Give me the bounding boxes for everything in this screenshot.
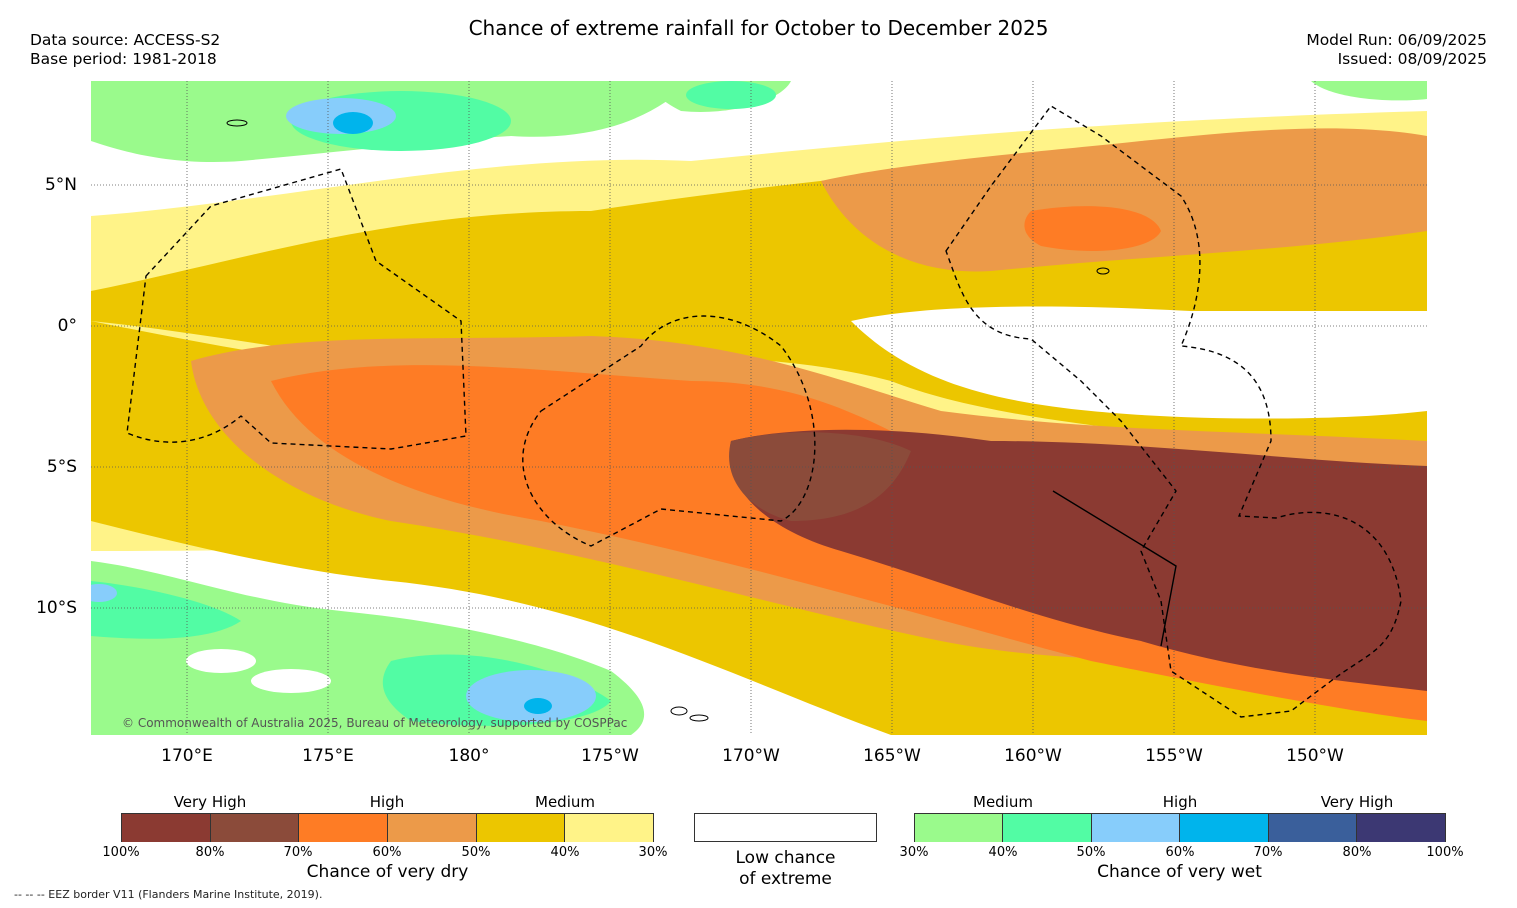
dry-legend-title: Chance of very dry — [306, 862, 469, 882]
wet-tick: 40% — [988, 845, 1018, 860]
low-chance-legend-title: Low chance of extreme — [694, 848, 877, 890]
lon-label-165w: 165°W — [863, 746, 921, 766]
issued-label: Issued: 08/09/2025 — [1337, 50, 1487, 68]
wet-tick: 100% — [1426, 845, 1464, 860]
dry-tick: 50% — [461, 845, 491, 860]
wet-region-south-peak — [524, 698, 552, 714]
lat-label-5s: 5°S — [46, 457, 77, 477]
lon-label-175e: 175°E — [302, 746, 354, 766]
lon-label-155w: 155°W — [1145, 746, 1203, 766]
wet-category-very-high: Very High — [1320, 793, 1394, 811]
lon-label-175w: 175°W — [581, 746, 639, 766]
dry-tick: 70% — [283, 845, 313, 860]
wet-category-high: High — [1162, 793, 1198, 811]
data-info: Data source: ACCESS-S2 Base period: 1981… — [30, 31, 220, 69]
lon-label-180: 180° — [448, 746, 490, 766]
dry-band-60-north — [821, 128, 1427, 272]
wet-legend-title: Chance of very wet — [1097, 862, 1262, 882]
dry-tick: 60% — [372, 845, 402, 860]
lat-label-5n: 5°N — [44, 175, 77, 195]
run-info: Model Run: 06/09/2025 Issued: 08/09/2025 — [1306, 31, 1487, 69]
dry-core-80 — [729, 429, 1427, 691]
wet-region-north-east-2 — [1311, 81, 1427, 101]
dry-colorbar — [121, 813, 654, 842]
dry-tick: 100% — [102, 845, 140, 860]
rainfall-map — [91, 81, 1427, 735]
low-chance-line-1: Low chance — [735, 848, 836, 868]
dry-category-high: High — [369, 793, 405, 811]
dry-tick: 40% — [550, 845, 580, 860]
eez-footnote: -- -- -- EEZ border V11 (Flanders Marine… — [14, 888, 323, 901]
lat-label-10s: 10°S — [36, 598, 77, 618]
model-run-label: Model Run: 06/09/2025 — [1306, 31, 1487, 49]
islands — [226, 119, 1110, 722]
map-title: Chance of extreme rainfall for October t… — [468, 16, 1049, 40]
dry-band-70-north — [1024, 206, 1161, 251]
dry-category-very-high: Very High — [173, 793, 247, 811]
data-source-label: Data source: ACCESS-S2 — [30, 31, 221, 49]
wet-region-north-peak — [333, 112, 373, 134]
low-chance-swatch — [694, 813, 877, 842]
lon-label-170e: 170°E — [161, 746, 213, 766]
wet-tick: 30% — [899, 845, 929, 860]
dry-tick: 80% — [195, 845, 225, 860]
wet-tick: 50% — [1076, 845, 1106, 860]
eez-solid-border — [1052, 490, 1177, 647]
lon-label-170w: 170°W — [722, 746, 780, 766]
dry-tick: 30% — [638, 845, 668, 860]
wet-tick: 60% — [1165, 845, 1195, 860]
lon-label-150w: 150°W — [1286, 746, 1344, 766]
low-chance-zone — [851, 306, 1427, 419]
lon-label-160w: 160°W — [1004, 746, 1062, 766]
eez-borders — [126, 105, 1402, 718]
base-period-label: Base period: 1981-2018 — [30, 50, 217, 68]
wet-colorbar — [914, 813, 1446, 842]
wet-category-medium: Medium — [973, 793, 1033, 811]
wet-tick: 70% — [1253, 845, 1283, 860]
copyright-notice: © Commonwealth of Australia 2025, Bureau… — [122, 716, 628, 730]
low-chance-line-2: of extreme — [739, 869, 832, 889]
lat-label-0: 0° — [57, 316, 77, 336]
graticule — [91, 81, 1427, 735]
dry-category-medium: Medium — [535, 793, 595, 811]
wet-tick: 80% — [1342, 845, 1372, 860]
